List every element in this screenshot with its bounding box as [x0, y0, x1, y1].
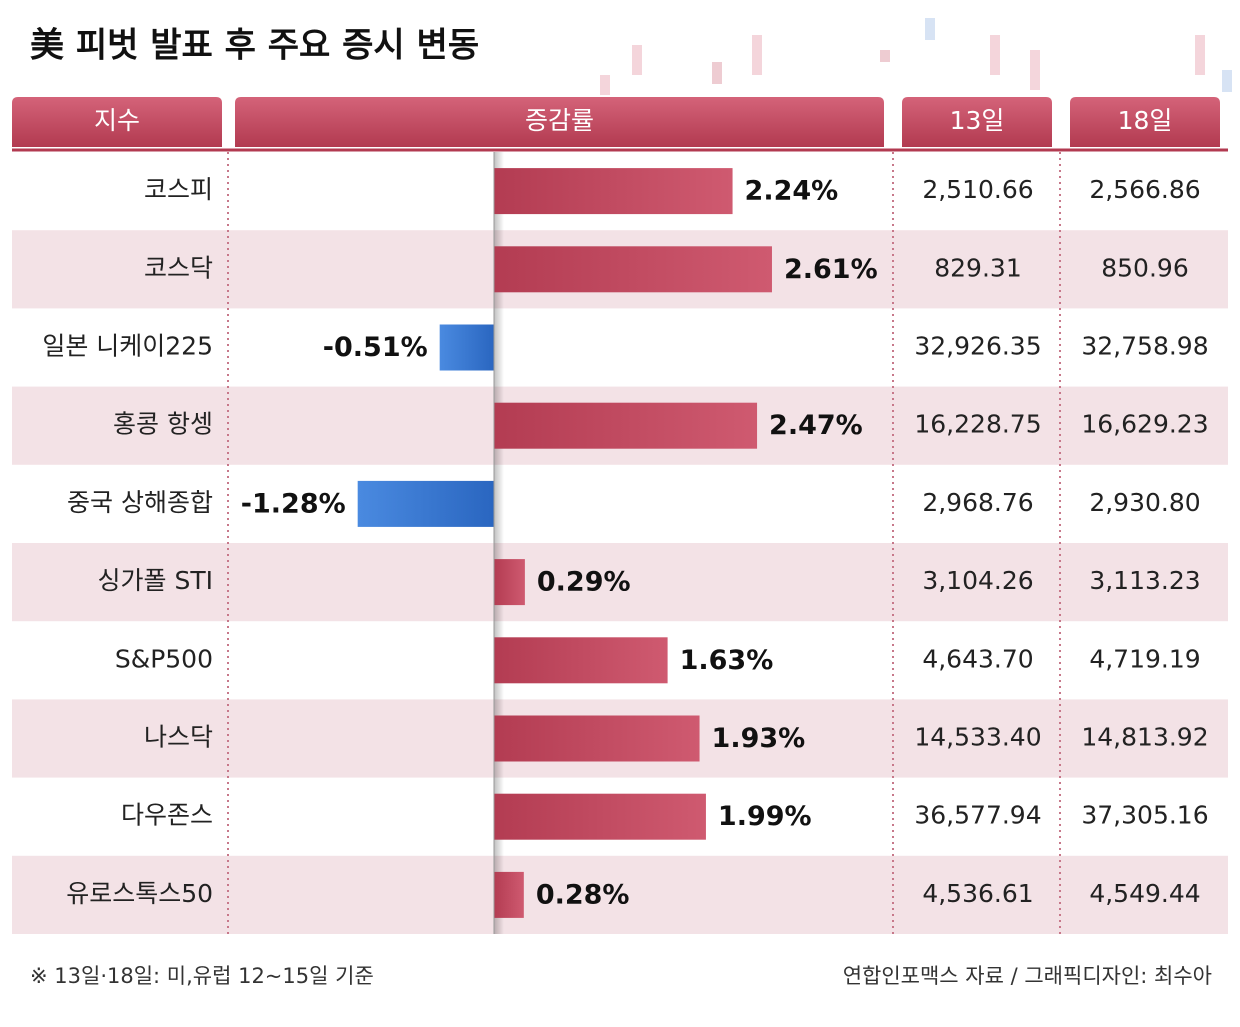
value-label: 2.24%	[745, 176, 839, 207]
value-label: 2.47%	[769, 410, 863, 441]
cell-value: 16,228.75	[914, 410, 1041, 439]
bar	[357, 480, 494, 527]
note: ※ 13일·18일: 미,유럽 12~15일 기준	[30, 964, 374, 988]
cell-value: 2,566.86	[1089, 175, 1200, 204]
row-band	[12, 543, 1228, 622]
header-label: 증감률	[525, 106, 594, 135]
value-label: -1.28%	[241, 488, 346, 519]
cell-value: 2,968.76	[922, 488, 1033, 517]
bar	[494, 637, 668, 684]
header-tab	[1070, 97, 1220, 147]
cell-value: 14,533.40	[914, 723, 1041, 752]
category-label: 나스닥	[144, 723, 213, 752]
value-label: 0.28%	[536, 879, 630, 910]
category-label: 싱가폴 STI	[98, 566, 213, 595]
cell-value: 16,629.23	[1081, 410, 1208, 439]
bar	[494, 402, 758, 449]
value-label: 0.29%	[537, 567, 631, 598]
header-label: 18일	[1118, 106, 1173, 135]
category-label: 홍콩 항셍	[113, 410, 213, 439]
category-label: 유로스톡스50	[66, 879, 213, 908]
value-label: 2.61%	[784, 254, 878, 285]
category-label: 중국 상해종합	[67, 488, 213, 517]
cell-value: 829.31	[934, 253, 1021, 282]
category-label: 코스닥	[144, 253, 213, 282]
cell-value: 36,577.94	[914, 801, 1041, 830]
cell-value: 4,549.44	[1089, 879, 1200, 908]
cell-value: 3,113.23	[1089, 566, 1200, 595]
header-tab	[235, 97, 884, 147]
value-label: -0.51%	[323, 332, 428, 363]
value-label: 1.99%	[718, 801, 812, 832]
bar	[439, 324, 494, 371]
category-label: S&P500	[115, 644, 213, 673]
cell-value: 3,104.26	[922, 566, 1033, 595]
cell-value: 32,758.98	[1081, 332, 1208, 361]
cell-value: 2,510.66	[922, 175, 1033, 204]
bar	[494, 246, 772, 293]
cell-value: 4,719.19	[1089, 644, 1200, 673]
cell-value: 14,813.92	[1081, 723, 1208, 752]
cell-value: 2,930.80	[1089, 488, 1200, 517]
source: 연합인포맥스 자료 / 그래픽디자인: 최수아	[843, 964, 1212, 988]
bar	[494, 715, 700, 762]
bar	[494, 559, 525, 606]
category-label: 다우존스	[121, 801, 213, 830]
header-tab	[902, 97, 1052, 147]
category-label: 일본 니케이225	[42, 332, 213, 361]
cell-value: 850.96	[1101, 253, 1188, 282]
zero-shadow	[494, 152, 504, 934]
header-label: 지수	[94, 106, 140, 135]
header-label: 13일	[950, 106, 1005, 135]
bar	[494, 871, 524, 918]
header-tab	[12, 97, 222, 147]
cell-value: 4,536.61	[922, 879, 1033, 908]
value-label: 1.93%	[712, 723, 806, 754]
cell-value: 37,305.16	[1081, 801, 1208, 830]
category-label: 코스피	[144, 175, 213, 204]
decor	[600, 18, 1232, 95]
title: 美 피벗 발표 후 주요 증시 변동	[30, 26, 479, 66]
bar	[494, 168, 733, 215]
cell-value: 32,926.35	[914, 332, 1041, 361]
bar	[494, 793, 706, 840]
row-band	[12, 855, 1228, 934]
cell-value: 4,643.70	[922, 644, 1033, 673]
value-label: 1.63%	[680, 645, 774, 676]
